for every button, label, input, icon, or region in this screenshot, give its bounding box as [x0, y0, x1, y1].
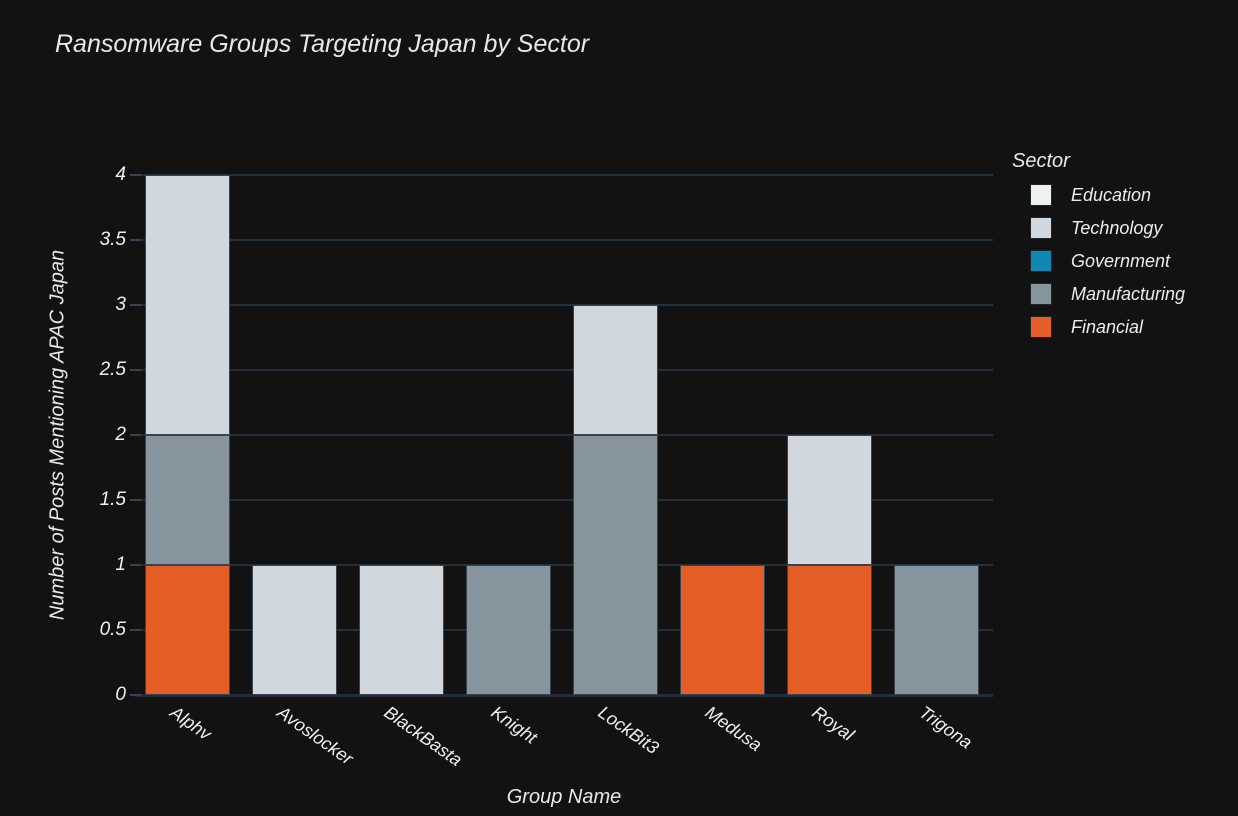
legend-swatch-manufacturing: [1030, 283, 1052, 305]
chart-title: Ransomware Groups Targeting Japan by Sec…: [55, 30, 590, 58]
ytick-mark-4: [130, 174, 141, 176]
ytick-label-0.5: 0.5: [99, 619, 126, 640]
legend-item-manufacturing[interactable]: Manufacturing: [1008, 283, 1234, 305]
ytick-label-2.5: 2.5: [99, 359, 126, 380]
legend-label-education: Education: [1071, 184, 1152, 205]
x-axis-line: [135, 694, 993, 697]
bar-group-medusa: [680, 175, 765, 695]
ytick-mark-0.5: [130, 629, 141, 631]
legend-swatch-technology: [1030, 217, 1052, 239]
ytick-label-1: 1: [115, 554, 126, 575]
ytick-mark-2: [130, 434, 141, 436]
ytick-mark-0: [130, 694, 141, 696]
ytick-mark-1.5: [130, 499, 141, 501]
xtick-label-alphv: Alphv: [166, 702, 215, 745]
bar-group-blackbasta: [359, 175, 444, 695]
bar-trigona-manufacturing: [894, 565, 979, 695]
bar-knight-manufacturing: [466, 565, 551, 695]
bar-avoslocker-technology: [252, 565, 337, 695]
legend-item-technology[interactable]: Technology: [1008, 217, 1234, 239]
legend-label-technology: Technology: [1071, 217, 1163, 238]
legend-swatch-financial: [1030, 316, 1052, 338]
gridline-y-2: [135, 434, 993, 436]
gridline-y-1.5: [135, 499, 993, 501]
gridline-y-1: [135, 564, 993, 566]
legend-title: Sector: [1012, 150, 1070, 172]
gridline-y-2.5: [135, 369, 993, 371]
legend: Sector Education Technology Government Manu…: [1008, 150, 1234, 338]
bar-royal-financial: [787, 565, 872, 695]
bar-alphv-financial: [145, 565, 230, 695]
ytick-label-1.5: 1.5: [99, 489, 126, 510]
ytick-mark-1: [130, 564, 141, 566]
bar-group-royal: [787, 175, 872, 695]
bar-alphv-technology: [145, 175, 230, 435]
ytick-mark-3: [130, 304, 141, 306]
ytick-label-4: 4: [115, 164, 126, 185]
xtick-label-royal: Royal: [808, 702, 858, 745]
bar-royal-technology: [787, 435, 872, 565]
gridline-y-0.5: [135, 629, 993, 631]
bar-group-knight: [466, 175, 551, 695]
legend-label-financial: Financial: [1071, 316, 1144, 337]
legend-swatch-education: [1030, 184, 1052, 206]
bar-blackbasta-technology: [359, 565, 444, 695]
bar-lockbit3-manufacturing: [573, 435, 658, 695]
bar-medusa-financial: [680, 565, 765, 695]
ytick-mark-3.5: [130, 239, 141, 241]
xtick-label-medusa: Medusa: [701, 702, 765, 756]
bar-group-trigona: [894, 175, 979, 695]
plot-area: [135, 174, 993, 697]
gridline-y-4: [135, 174, 993, 176]
xtick-label-lockbit3: LockBit3: [594, 702, 663, 758]
bar-group-avoslocker: [252, 175, 337, 695]
ytick-label-3: 3: [115, 294, 126, 315]
legend-item-education[interactable]: Education: [1008, 184, 1234, 206]
bar-alphv-manufacturing: [145, 435, 230, 565]
ytick-label-0: 0: [115, 684, 126, 705]
legend-rows: Education Technology Government Manufacturi…: [1008, 184, 1234, 338]
ytick-mark-2.5: [130, 369, 141, 371]
xtick-label-blackbasta: BlackBasta: [380, 702, 466, 771]
xtick-label-avoslocker: Avoslocker: [273, 702, 357, 769]
xtick-label-trigona: Trigona: [915, 702, 976, 753]
gridline-y-3.5: [135, 239, 993, 241]
legend-label-government: Government: [1071, 250, 1171, 271]
ytick-label-3.5: 3.5: [99, 229, 126, 250]
legend-item-financial[interactable]: Financial: [1008, 316, 1234, 338]
gridline-y-3: [135, 304, 993, 306]
bar-group-alphv: [145, 175, 230, 695]
legend-item-government[interactable]: Government: [1008, 250, 1234, 272]
xtick-label-knight: Knight: [487, 702, 541, 748]
x-axis-title: Group Name: [506, 786, 622, 808]
bar-group-lockbit3: [573, 175, 658, 695]
legend-label-manufacturing: Manufacturing: [1071, 283, 1186, 304]
legend-swatch-government: [1030, 250, 1052, 272]
ytick-label-2: 2: [115, 424, 126, 445]
bar-lockbit3-technology: [573, 305, 658, 435]
